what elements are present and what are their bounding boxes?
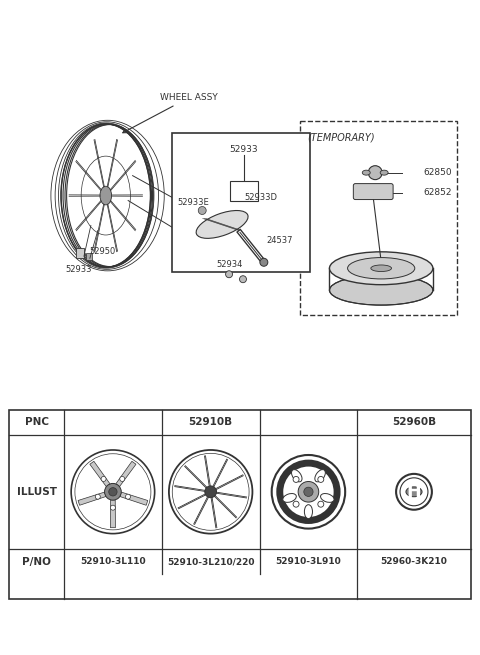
Text: 52950: 52950	[90, 247, 116, 256]
Ellipse shape	[371, 265, 392, 272]
Circle shape	[293, 476, 299, 482]
Polygon shape	[110, 500, 115, 528]
Circle shape	[120, 476, 125, 481]
Circle shape	[260, 258, 268, 267]
Text: PNC: PNC	[24, 417, 48, 427]
Ellipse shape	[321, 493, 334, 502]
Text: 52910-3L110: 52910-3L110	[80, 557, 146, 566]
Polygon shape	[78, 492, 106, 505]
Ellipse shape	[291, 470, 302, 482]
Text: 52933: 52933	[229, 145, 258, 154]
Text: H: H	[407, 483, 421, 501]
Circle shape	[318, 501, 324, 507]
Ellipse shape	[362, 170, 370, 175]
Text: ILLUST: ILLUST	[17, 487, 57, 496]
Text: P/NO: P/NO	[22, 557, 51, 567]
Ellipse shape	[100, 186, 111, 205]
Bar	[172, 133, 310, 272]
Ellipse shape	[283, 493, 296, 502]
Circle shape	[205, 486, 216, 498]
FancyBboxPatch shape	[353, 183, 393, 200]
Bar	[230, 181, 258, 200]
Circle shape	[105, 483, 121, 500]
Text: 62850: 62850	[423, 168, 452, 177]
Circle shape	[293, 501, 299, 507]
Circle shape	[368, 166, 382, 179]
Circle shape	[125, 495, 131, 499]
Text: 52934: 52934	[217, 260, 243, 269]
Ellipse shape	[380, 170, 388, 175]
Circle shape	[304, 487, 313, 496]
Ellipse shape	[304, 505, 312, 519]
Text: WHEEL ASSY: WHEEL ASSY	[123, 93, 218, 133]
Bar	[76, 248, 84, 258]
Bar	[86, 253, 92, 260]
Text: 52960-3K210: 52960-3K210	[381, 557, 447, 566]
Text: 52933D: 52933D	[244, 193, 277, 202]
Text: (TEMPORARY): (TEMPORARY)	[308, 133, 375, 143]
Circle shape	[226, 271, 232, 278]
Circle shape	[298, 481, 319, 502]
Circle shape	[109, 487, 117, 496]
Circle shape	[318, 476, 324, 482]
Ellipse shape	[196, 210, 248, 238]
Ellipse shape	[329, 252, 433, 285]
Circle shape	[96, 495, 100, 499]
Circle shape	[240, 276, 246, 283]
Ellipse shape	[329, 275, 433, 305]
Text: 52910-3L910: 52910-3L910	[276, 557, 341, 566]
Text: 62852: 62852	[423, 188, 452, 197]
Polygon shape	[116, 461, 136, 487]
Text: 52960B: 52960B	[392, 417, 436, 427]
Polygon shape	[120, 492, 148, 505]
Circle shape	[101, 476, 106, 481]
Text: 52910B: 52910B	[189, 417, 233, 427]
Ellipse shape	[348, 257, 415, 279]
Ellipse shape	[406, 487, 422, 496]
Polygon shape	[90, 461, 110, 487]
Ellipse shape	[315, 470, 325, 482]
Text: 52933E: 52933E	[178, 198, 209, 207]
Bar	[300, 121, 457, 315]
Text: 52910-3L210/220: 52910-3L210/220	[167, 557, 254, 566]
Bar	[9, 409, 471, 599]
Circle shape	[110, 505, 115, 510]
Text: 24537: 24537	[267, 236, 293, 245]
Circle shape	[198, 206, 206, 214]
Text: 52933: 52933	[66, 265, 92, 274]
